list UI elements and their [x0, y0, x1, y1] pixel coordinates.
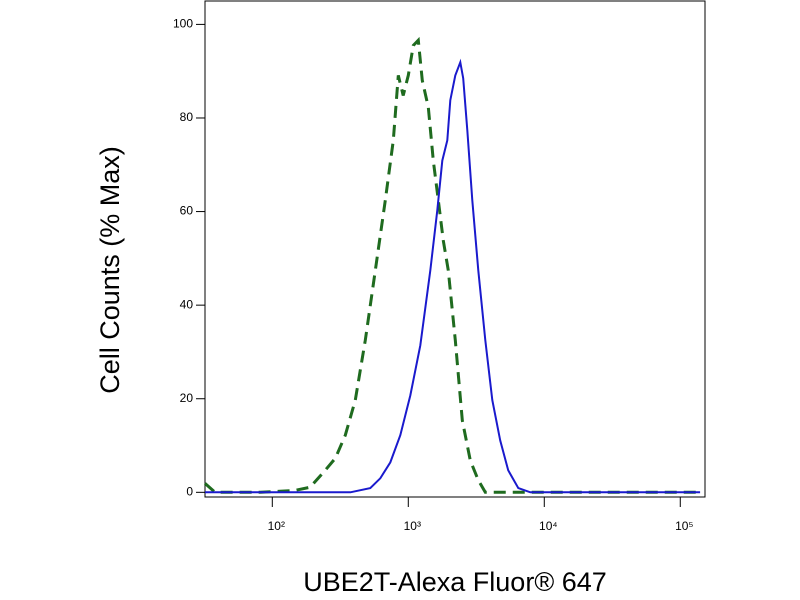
- x-axis-title: UBE2T-Alexa Fluor® 647: [303, 567, 607, 597]
- x-tick-label: 10³: [404, 519, 421, 533]
- x-tick-label: 10⁴: [539, 519, 558, 533]
- y-tick-label: 0: [186, 484, 193, 498]
- series-line: [205, 58, 701, 494]
- y-tick-label: 40: [180, 297, 194, 311]
- series-line: [204, 36, 701, 494]
- y-tick-label: 60: [180, 204, 194, 218]
- y-tick-label: 20: [180, 391, 194, 405]
- y-axis-title: Cell Counts (% Max): [95, 146, 125, 394]
- y-tick-label: 100: [173, 17, 193, 31]
- x-tick-label: 10⁵: [675, 519, 693, 533]
- y-tick-label: 80: [180, 110, 194, 124]
- plot-frame: [204, 0, 706, 498]
- x-tick-label: 10²: [268, 519, 285, 533]
